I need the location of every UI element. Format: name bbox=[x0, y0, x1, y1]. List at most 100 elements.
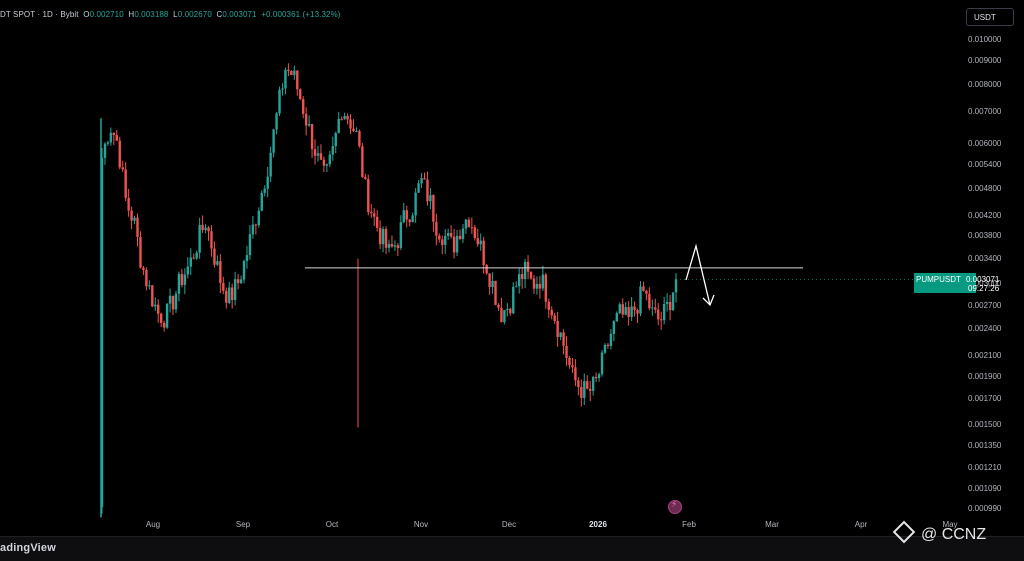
candle-body bbox=[159, 313, 163, 323]
candle-body bbox=[612, 321, 616, 334]
price-label-symbol: PUMPUSDT bbox=[916, 275, 961, 285]
candle-body bbox=[479, 240, 482, 245]
candle-body bbox=[100, 157, 104, 507]
candle-body bbox=[535, 283, 539, 289]
open-value: 0.002710 bbox=[89, 10, 124, 19]
candle-body bbox=[222, 282, 225, 291]
candle-body bbox=[438, 235, 441, 240]
candle-body bbox=[529, 271, 533, 279]
candle-body bbox=[523, 261, 527, 279]
candle-body bbox=[183, 274, 187, 285]
candle-body bbox=[245, 255, 249, 262]
candle-body bbox=[618, 304, 621, 314]
candle-body bbox=[553, 315, 556, 321]
candle-body bbox=[242, 261, 246, 280]
close-value: 0.003071 bbox=[222, 10, 257, 19]
candle-body bbox=[316, 153, 320, 156]
candle-body bbox=[426, 179, 429, 202]
candle-body bbox=[515, 286, 518, 288]
candle-body bbox=[541, 274, 545, 289]
candle-body bbox=[482, 240, 485, 266]
candle-body bbox=[591, 376, 595, 391]
lightning-icon[interactable] bbox=[668, 500, 682, 514]
projection-arrow-path[interactable] bbox=[685, 243, 711, 306]
candle-body bbox=[621, 304, 624, 315]
candle-body bbox=[414, 192, 417, 216]
candle-body bbox=[325, 164, 329, 166]
candle-body bbox=[213, 248, 216, 265]
candle-body bbox=[520, 274, 524, 279]
candle-body bbox=[526, 261, 530, 272]
candle-body bbox=[464, 219, 468, 229]
candle-body bbox=[287, 69, 290, 72]
candle-body bbox=[387, 244, 391, 248]
candle-body bbox=[171, 295, 175, 310]
candle-body bbox=[201, 224, 204, 231]
down-arrow-icon bbox=[702, 294, 715, 307]
candle-body bbox=[583, 381, 586, 398]
candle-body bbox=[390, 244, 394, 247]
candle-body bbox=[219, 261, 222, 283]
candle-body bbox=[296, 70, 299, 90]
price-label-value: 0.003071 bbox=[966, 275, 1000, 285]
currency-selector-button[interactable]: USDT bbox=[966, 8, 1014, 26]
candle-body bbox=[109, 132, 113, 143]
change-value: +0.000361 (+13.32%) bbox=[261, 10, 341, 19]
candle-body bbox=[322, 159, 326, 166]
candle-body bbox=[154, 304, 157, 307]
candle-body bbox=[446, 232, 450, 236]
candle-body bbox=[375, 216, 379, 228]
candle-body bbox=[633, 306, 636, 311]
candle-body bbox=[254, 224, 258, 226]
candle-body bbox=[186, 266, 190, 275]
candle-body bbox=[594, 376, 598, 379]
candle-body bbox=[337, 118, 340, 134]
candle-body bbox=[355, 130, 358, 132]
candle-body bbox=[420, 178, 423, 184]
candle-body bbox=[642, 286, 645, 291]
candle-body bbox=[103, 143, 107, 158]
candle-body bbox=[207, 227, 210, 232]
candle-body bbox=[381, 228, 385, 245]
candle-body bbox=[115, 135, 118, 141]
candle-body bbox=[488, 273, 491, 288]
candle-body bbox=[568, 358, 571, 366]
candle-body bbox=[423, 178, 426, 180]
candle-body bbox=[133, 217, 136, 221]
candle-body bbox=[393, 245, 397, 247]
candle-body bbox=[260, 192, 263, 211]
candle-body bbox=[609, 333, 613, 346]
candle-body bbox=[645, 290, 648, 294]
candle-body bbox=[334, 133, 337, 147]
candle-body bbox=[284, 69, 287, 89]
symbol-text: DT SPOT · 1D · Bybit bbox=[0, 10, 79, 19]
candle-body bbox=[461, 228, 465, 240]
candle-body bbox=[106, 142, 110, 144]
diamond-logo-icon bbox=[892, 520, 916, 544]
candle-body bbox=[639, 286, 642, 314]
candle-body bbox=[216, 261, 219, 265]
close-label: C bbox=[216, 10, 223, 19]
candle-body bbox=[301, 99, 305, 114]
candle-body bbox=[192, 257, 195, 259]
candle-body bbox=[275, 113, 278, 130]
open-label: O bbox=[83, 10, 90, 19]
candle-body bbox=[665, 301, 669, 304]
candle-body bbox=[538, 283, 542, 289]
candle-body bbox=[544, 274, 548, 302]
candle-body bbox=[565, 345, 568, 359]
candle-body bbox=[399, 222, 403, 249]
candle-body bbox=[636, 310, 639, 314]
candle-body bbox=[648, 293, 651, 309]
candle-body bbox=[441, 239, 444, 245]
candle-body bbox=[313, 149, 317, 156]
candle-body bbox=[624, 307, 627, 315]
candle-body bbox=[165, 303, 169, 328]
candle-body bbox=[331, 146, 334, 155]
candle-body bbox=[367, 178, 370, 213]
candle-body bbox=[408, 219, 411, 223]
candle-body bbox=[130, 210, 133, 221]
candle-body bbox=[304, 113, 308, 126]
candle-body bbox=[124, 169, 127, 198]
